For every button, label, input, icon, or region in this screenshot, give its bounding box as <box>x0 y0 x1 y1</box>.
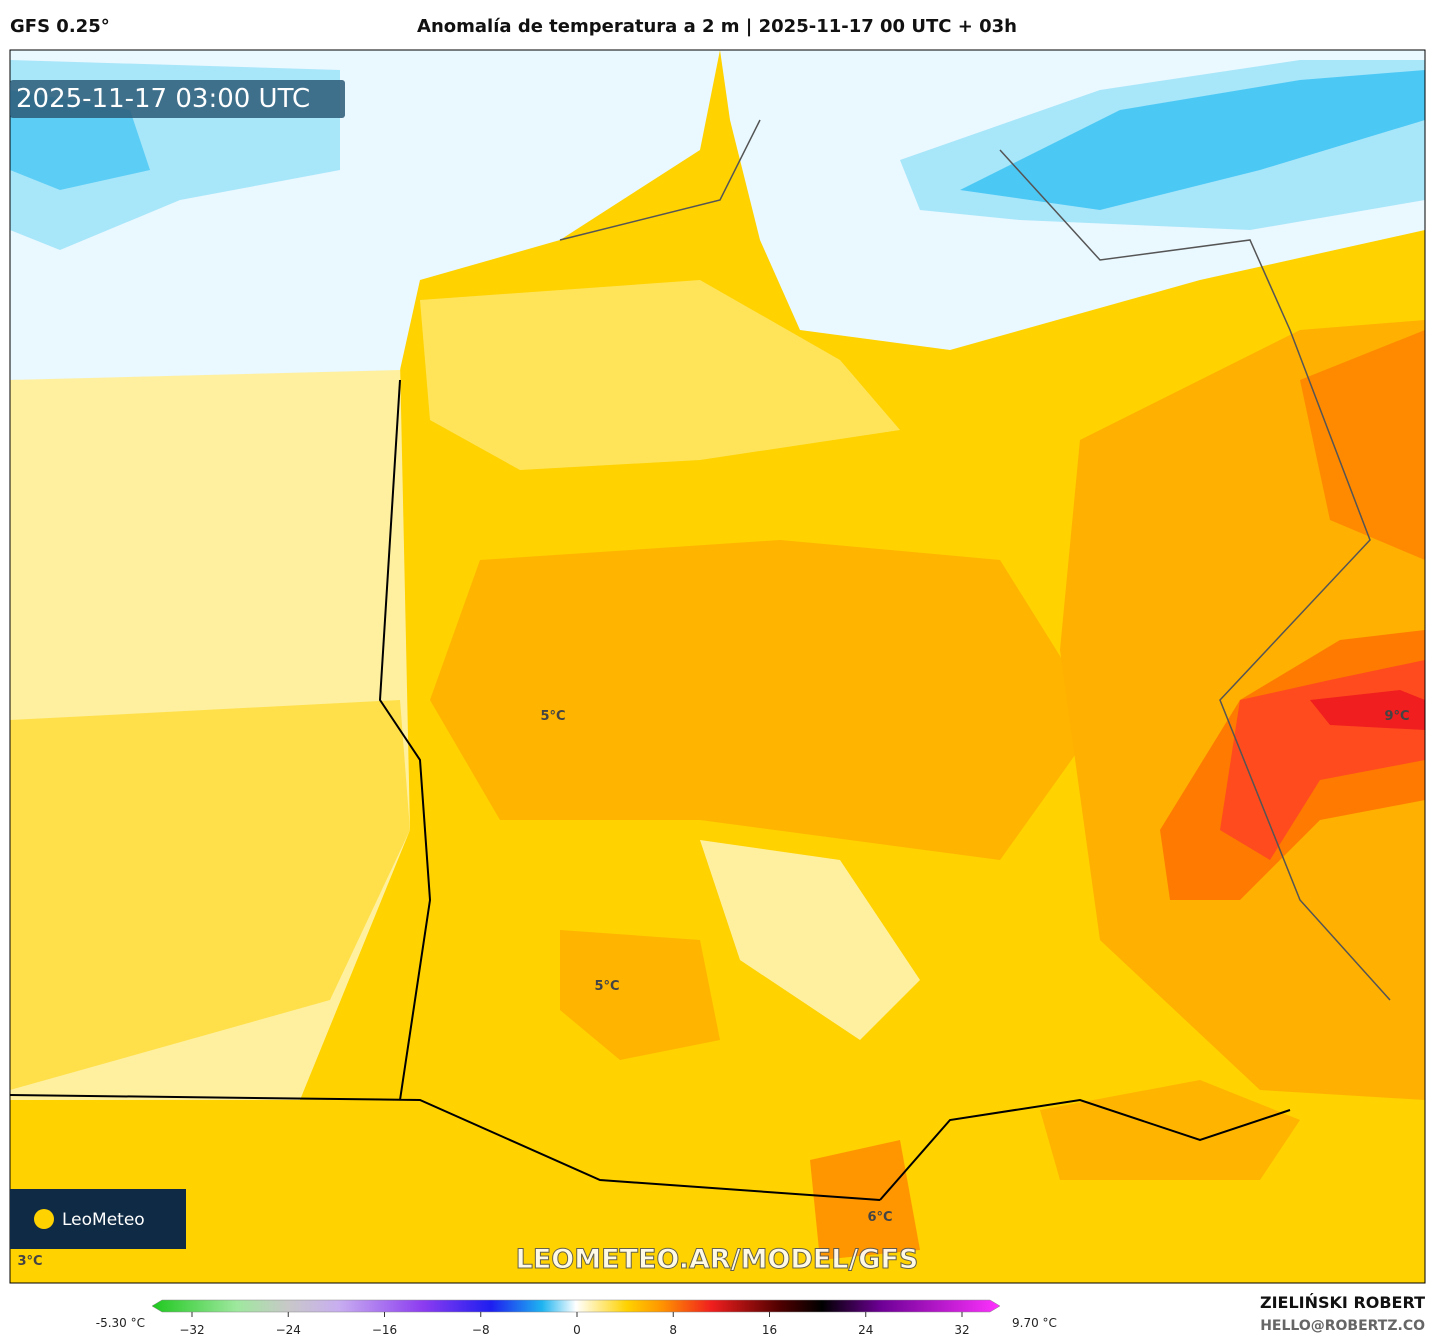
colorbar-tick-label: 16 <box>762 1323 777 1337</box>
colorbar-tick-label: −16 <box>372 1323 397 1337</box>
colorbar-max: 9.70 °C <box>1012 1316 1057 1330</box>
map-field <box>10 50 1425 1283</box>
logo-sun <box>34 1209 54 1229</box>
colorbar-min: -5.30 °C <box>96 1316 145 1330</box>
colorbar-tick-label: 8 <box>669 1323 677 1337</box>
map-labels: 5°C 5°C 9°C 6°C 3°C <box>17 709 1409 1269</box>
colorbar-tick-label: −24 <box>276 1323 301 1337</box>
credit-name: ZIELIŃSKI ROBERT <box>1260 1293 1425 1312</box>
map-label: 5°C <box>594 979 619 994</box>
map-label: 5°C <box>540 709 565 724</box>
colorbar-tick-label: −8 <box>472 1323 490 1337</box>
logo-text: LeoMeteo <box>62 1210 145 1230</box>
colorbar-ticks: −32 −24 −16 −8 0 8 16 24 32 <box>179 1312 970 1337</box>
model-name: GFS 0.25° <box>10 16 110 37</box>
watermark: LEOMETEO.AR/MODEL/GFS <box>516 1244 919 1275</box>
colorbar-tick-label: 24 <box>858 1323 873 1337</box>
timestamp-box <box>10 80 345 118</box>
colorbar-tick-label: 0 <box>573 1323 581 1337</box>
colorbar-tick-label: 32 <box>954 1323 969 1337</box>
colorbar-tick-label: −32 <box>179 1323 204 1337</box>
map-label: 3°C <box>17 1254 42 1269</box>
colorbar <box>151 1299 1001 1313</box>
map-title: Anomalía de temperatura a 2 m | 2025-11-… <box>417 16 1017 37</box>
timestamp: 2025-11-17 03:00 UTC <box>16 84 310 114</box>
map-label: 6°C <box>867 1210 892 1225</box>
map-label: 9°C <box>1384 709 1409 724</box>
map-frame <box>9 49 1426 1284</box>
credit-email: HELLO@ROBERTZ.CO <box>1260 1318 1425 1334</box>
